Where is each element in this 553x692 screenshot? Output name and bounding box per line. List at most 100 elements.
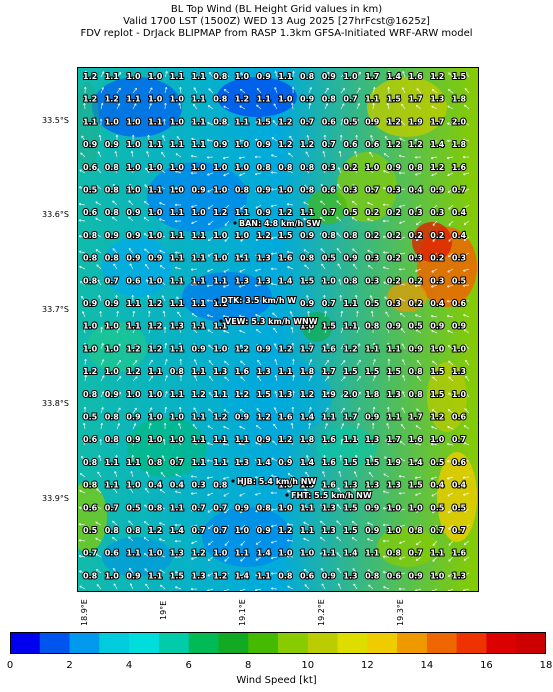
- bl-height-value: 1.2: [105, 95, 119, 104]
- bl-height-value: 0.5: [430, 503, 445, 512]
- bl-height-value: 0.8: [409, 390, 424, 399]
- bl-height-value: 0.9: [105, 231, 120, 240]
- bl-height-value: 1.1: [148, 367, 163, 376]
- bl-height-value: 1.0: [148, 231, 163, 240]
- bl-height-value: 1.1: [170, 140, 185, 149]
- bl-height-value: 1.4: [235, 571, 250, 580]
- bl-height-value: 1.2: [213, 413, 227, 422]
- bl-height-value: 1.2: [387, 117, 401, 126]
- bl-height-value: 1.1: [365, 344, 380, 353]
- bl-height-value: 1.0: [126, 163, 141, 172]
- bl-height-value: 1.6: [278, 413, 293, 422]
- bl-height-value: 1.1: [126, 322, 141, 331]
- lon-label-18-9: 18.9°E: [80, 599, 89, 626]
- bl-height-value: 0.6: [387, 571, 402, 580]
- bl-height-value: 1.0: [148, 276, 163, 285]
- bl-height-value: 1.6: [322, 458, 337, 467]
- bl-height-value: 1.3: [170, 322, 184, 331]
- bl-height-value: 1.0: [126, 390, 141, 399]
- bl-height-value: 1.0: [105, 571, 120, 580]
- bl-height-value: 1.5: [387, 367, 402, 376]
- map-frame: [77, 67, 479, 592]
- bl-height-value: 1.2: [278, 435, 292, 444]
- bl-height-value: 1.7: [409, 95, 423, 104]
- bl-height-value: 1.0: [83, 322, 98, 331]
- bl-height-value: 0.7: [105, 276, 119, 285]
- bl-height-value: 1.2: [83, 367, 97, 376]
- colorbar-tick-label: 16: [480, 660, 493, 671]
- bl-height-value: 0.8: [300, 254, 315, 263]
- colorbar-swatch: [337, 632, 368, 654]
- bl-height-value: 1.2: [278, 117, 292, 126]
- bl-height-value: 1.1: [300, 526, 315, 535]
- bl-height-value: 1.5: [300, 276, 315, 285]
- lon-label-19-1: 19.1°E: [238, 599, 247, 626]
- bl-height-value: 0.9: [409, 571, 424, 580]
- bl-height-value: 0.5: [126, 503, 141, 512]
- bl-height-value: 1.0: [278, 481, 293, 490]
- bl-height-value: 0.9: [365, 413, 380, 422]
- wind-map[interactable]: 1.2 1.1 1.0 1.0 1.1 1.1 0.8 1.0 0.9 1.1 0.8 0.9 1.0 1…: [77, 67, 479, 592]
- bl-height-value: 1.2: [83, 95, 97, 104]
- map-title: BL Top Wind (BL Height Grid values in km…: [0, 4, 553, 40]
- bl-height-value: 1.6: [409, 435, 424, 444]
- bl-height-value: 0.8: [148, 458, 163, 467]
- bl-height-value: 1.0: [235, 163, 250, 172]
- bl-height-value: 1.7: [365, 72, 379, 81]
- bl-height-value: 0.3: [409, 208, 423, 217]
- bl-height-value: 0.3: [365, 254, 379, 263]
- bl-height-value: 1.2: [235, 390, 249, 399]
- bl-height-value: 0.9: [430, 322, 445, 331]
- bl-height-value: 1.5: [387, 95, 402, 104]
- bl-height-value: 0.5: [430, 458, 445, 467]
- bl-height-value: 0.9: [278, 458, 293, 467]
- bl-height-value: 0.7: [322, 140, 336, 149]
- bl-height-value: 0.9: [126, 435, 141, 444]
- bl-height-value: 1.0: [148, 72, 163, 81]
- bl-height-value: 1.0: [213, 186, 228, 195]
- colorbar-swatch: [426, 632, 458, 654]
- bl-height-value: 0.9: [257, 526, 272, 535]
- bl-height-value: 1.1: [192, 322, 207, 331]
- colorbar-tick-label: 10: [301, 660, 315, 671]
- bl-height-value: 1.4: [278, 276, 293, 285]
- colorbar-label: Wind Speed [kt]: [236, 675, 317, 686]
- colorbar-tick-label: 0: [6, 660, 14, 671]
- station-marker: [233, 221, 237, 225]
- bl-height-value: 1.2: [148, 526, 162, 535]
- bl-height-value: 0.3: [192, 481, 206, 490]
- bl-height-value: 0.7: [365, 186, 379, 195]
- bl-height-value: 1.2: [192, 390, 206, 399]
- bl-height-value: 1.0: [148, 95, 163, 104]
- bl-height-value: 0.6: [83, 208, 98, 217]
- lon-label-19: 19°E: [159, 600, 168, 620]
- bl-height-value: 0.3: [430, 208, 444, 217]
- bl-height-value: 0.9: [235, 413, 250, 422]
- bl-height-value: 0.8: [365, 571, 380, 580]
- bl-height-value: 1.1: [257, 571, 272, 580]
- bl-height-value: 0.9: [343, 254, 358, 263]
- bl-height-value: 1.0: [213, 549, 228, 558]
- bl-height-value: 1.6: [322, 344, 337, 353]
- bl-height-value: 0.8: [213, 95, 228, 104]
- bl-height-value: 1.3: [257, 254, 271, 263]
- bl-height-value: 0.9: [126, 571, 141, 580]
- bl-height-value: 1.2: [257, 231, 271, 240]
- bl-height-value: 0.6: [105, 549, 120, 558]
- bl-height-value: 1.1: [213, 390, 228, 399]
- lat-label-33-9: 33.9°S: [42, 494, 69, 503]
- bl-height-value: 1.0: [126, 186, 141, 195]
- bl-height-value: 1.2: [83, 72, 97, 81]
- bl-height-value: 1.7: [387, 435, 401, 444]
- colorbar-swatch: [10, 632, 41, 654]
- wind-field-raster: 1.2 1.1 1.0 1.0 1.1 1.1 0.8 1.0 0.9 1.1 0.8 0.9 1.0 1…: [77, 67, 479, 592]
- bl-height-value: 1.1: [235, 117, 250, 126]
- bl-height-value: 1.2: [278, 140, 292, 149]
- bl-height-value: 1.1: [235, 435, 250, 444]
- bl-height-value: 0.8: [148, 503, 163, 512]
- colorbar-swatch: [129, 632, 160, 654]
- colorbar-swatches: [10, 632, 547, 654]
- bl-height-value: 0.8: [213, 72, 228, 81]
- bl-height-value: 0.8: [300, 163, 315, 172]
- bl-height-value: 1.1: [213, 458, 228, 467]
